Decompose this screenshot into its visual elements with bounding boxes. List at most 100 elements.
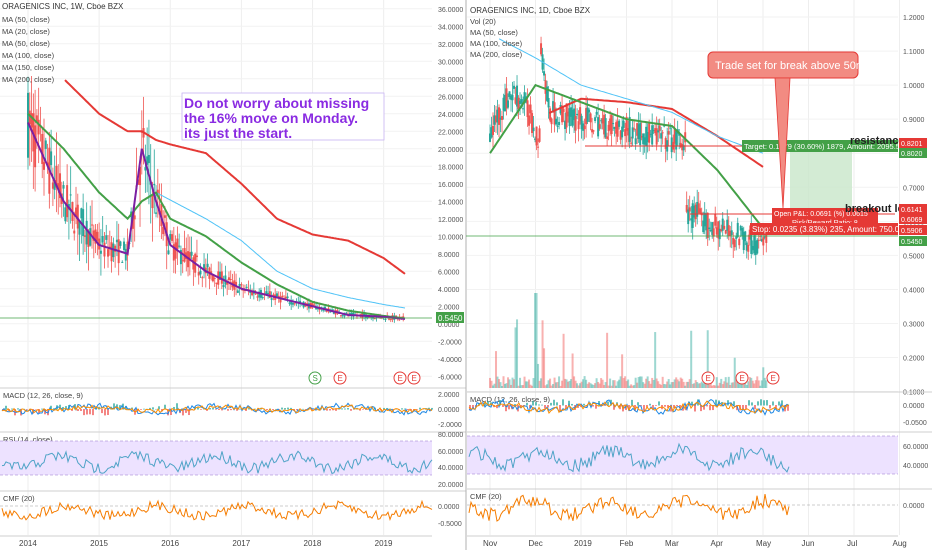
left-candle-body [169, 234, 172, 240]
right-candle-body [760, 239, 763, 242]
left-candle-body [197, 272, 200, 276]
right-volume-bar [663, 384, 666, 388]
right-volume-bar [742, 380, 745, 388]
right-candle-body [526, 100, 529, 118]
left-macd-histogram-bar [65, 406, 67, 410]
right-candle-body [601, 118, 604, 124]
left-price-tick: 22.0000 [438, 129, 463, 136]
right-candle-body [618, 120, 621, 127]
right-macd-histogram-bar [763, 400, 765, 406]
left-macd-histogram-bar [59, 404, 61, 410]
left-event-marker: E [412, 374, 417, 383]
right-volume-bar [747, 381, 750, 388]
left-macd-histogram-bar [101, 409, 103, 414]
right-cmf-pane[interactable]: CMF (20) 0.0000 [467, 488, 932, 522]
right-event-marker: E [771, 374, 776, 383]
left-candle-body [179, 250, 182, 265]
right-volume-bar [547, 380, 550, 388]
right-candle-body [681, 143, 684, 151]
right-volume-bar [603, 385, 606, 388]
left-cmf-pane[interactable]: CMF (20) 0.0000 -0.5000 [0, 490, 466, 528]
right-volume-bar [670, 382, 673, 388]
left-time-label: 2019 [375, 539, 393, 548]
right-candle-body [694, 204, 697, 220]
left-candle-body [299, 300, 302, 304]
right-volume-bar [564, 378, 567, 388]
right-pane-tick: 60.0000 [903, 444, 928, 451]
open-label-bg [772, 208, 878, 218]
left-macd-histogram-bar [239, 408, 241, 410]
left-pane-tick: -0.5000 [438, 521, 462, 528]
right-candle-body [624, 129, 627, 137]
right-volume-bar [730, 382, 733, 388]
right-price-tag-bg [899, 236, 927, 246]
left-candle-body [206, 263, 209, 268]
trade-callout[interactable]: Trade set for break above 50ma [707, 51, 872, 209]
left-weekly-chart[interactable]: 36.0000 34.0000 32.0000 30.0000 28.0000 26.00… [0, 0, 466, 548]
right-volume-bar [586, 383, 589, 388]
right-candle-body [504, 94, 507, 112]
right-volume-bar [498, 379, 501, 388]
left-macd-histogram-bar [278, 409, 280, 410]
right-candle-body [495, 115, 498, 123]
left-event-marker-circle [407, 371, 421, 385]
left-macd-pane[interactable]: MACD (12, 26, close, 9) 2.0000 0.0000 -2.00… [0, 387, 466, 429]
right-volume-bar [499, 382, 502, 388]
right-volume-bar [712, 385, 715, 388]
right-candle-body [706, 212, 709, 239]
right-volume-bar [651, 377, 654, 388]
right-pane-label: MACD (12, 26, close, 9) [470, 395, 551, 404]
left-candle-body [51, 182, 54, 189]
left-price-tick: 26.0000 [438, 94, 463, 101]
left-price-tick: 32.0000 [438, 42, 463, 49]
right-volume-bar [525, 381, 528, 388]
right-pane-tick: 0.0000 [903, 403, 925, 410]
left-macd-histogram-bar [311, 409, 313, 411]
left-candle-body [345, 312, 348, 314]
left-macd-histogram-bar [206, 409, 208, 411]
right-candle-body [607, 124, 610, 132]
left-candle-body [279, 296, 282, 303]
left-rsi-pane[interactable]: RSI (14, close) 80.0000 60.0000 40.0000 20.0… [0, 431, 466, 489]
right-volume-bar [687, 381, 690, 388]
left-macd-histogram-bar [284, 408, 286, 410]
right-price-tick: 0.9000 [903, 117, 925, 124]
left-candle-body [110, 242, 113, 262]
left-candle-body [91, 224, 94, 226]
left-annotation[interactable]: Do not worry about missing the 16% move … [181, 92, 385, 141]
right-daily-chart[interactable]: Target: 0.1879 (30.60%) 1879, Amount: 20… [466, 0, 932, 548]
left-price-axis[interactable]: 36.0000 34.0000 32.0000 30.0000 28.0000 26.00… [438, 7, 463, 382]
right-volume-bar [711, 385, 714, 388]
right-time-axis[interactable]: Nov Dec 2019 Feb Mar Apr May Jun Jul Aug [467, 535, 907, 548]
right-volume-bar [583, 376, 586, 388]
left-macd-histogram-bar [89, 409, 91, 415]
right-macd-pane[interactable]: MACD (12, 26, close, 9) 0.0000 -0.0500 [467, 391, 932, 427]
right-volume-bar [549, 378, 552, 388]
right-volume-bar [630, 384, 633, 388]
right-macd-histogram-bar [715, 399, 717, 406]
right-candle-body [712, 228, 715, 237]
right-volume-bar [492, 385, 495, 388]
left-candle-body [35, 115, 38, 123]
left-candle-body [85, 220, 88, 245]
right-pane-tick: -0.0500 [903, 420, 927, 427]
right-volume-bar [735, 379, 738, 388]
right-volume-bar [489, 377, 491, 388]
right-volume-bar [544, 385, 547, 388]
left-time-axis[interactable]: 2014 2015 2016 2017 2018 2019 [0, 535, 432, 548]
right-volume-bar [616, 381, 619, 388]
target-zone[interactable] [790, 146, 852, 214]
left-macd-histogram-bar [11, 408, 13, 410]
left-price-tag: 0.5450 [438, 314, 463, 323]
right-volume-bar [637, 377, 640, 388]
right-candle-body [540, 43, 543, 55]
right-candle-body [640, 136, 643, 138]
right-time-label: Mar [665, 539, 679, 548]
left-macd-histogram-bar [296, 409, 298, 411]
right-volume-bar [639, 376, 642, 388]
left-candle-body [219, 271, 222, 280]
right-candle-body [550, 118, 553, 125]
